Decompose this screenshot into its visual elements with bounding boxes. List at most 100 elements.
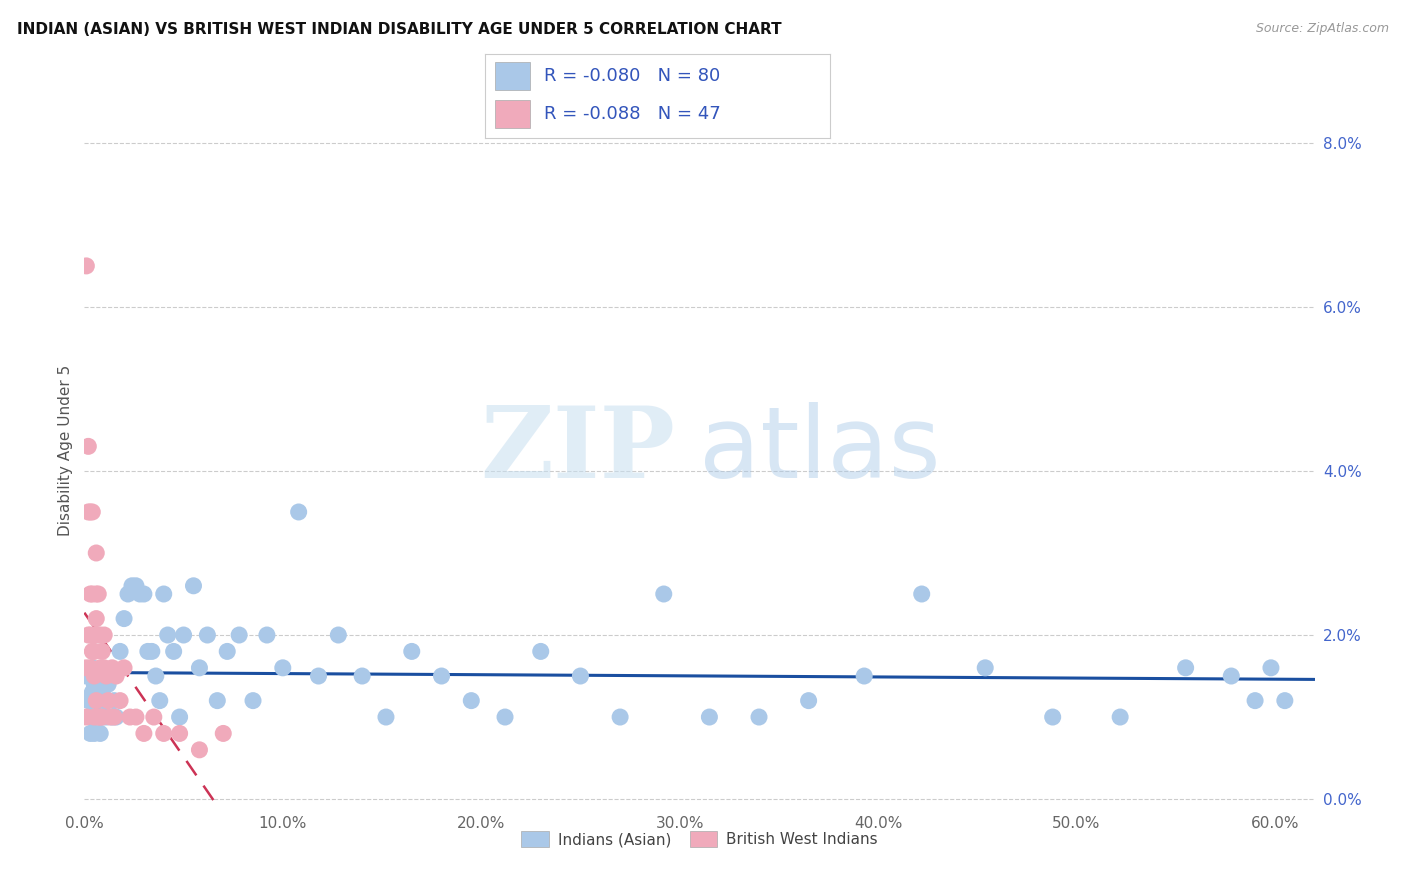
Point <box>287 505 309 519</box>
Point <box>83 677 105 691</box>
Point <box>141 644 163 658</box>
Point <box>89 710 111 724</box>
Point <box>79 693 101 707</box>
Point <box>748 710 770 724</box>
Y-axis label: Disability Age Under 5: Disability Age Under 5 <box>58 365 73 536</box>
Point <box>101 661 124 675</box>
Point <box>188 743 211 757</box>
Point <box>93 661 115 675</box>
Point <box>83 644 105 658</box>
Point <box>1109 710 1132 724</box>
Point <box>156 628 179 642</box>
Point <box>105 710 128 724</box>
Text: INDIAN (ASIAN) VS BRITISH WEST INDIAN DISABILITY AGE UNDER 5 CORRELATION CHART: INDIAN (ASIAN) VS BRITISH WEST INDIAN DI… <box>17 22 782 37</box>
Point <box>84 693 107 707</box>
Point <box>98 669 121 683</box>
Point <box>87 587 110 601</box>
Text: atlas: atlas <box>700 402 941 499</box>
Point <box>609 710 631 724</box>
Point <box>569 669 592 683</box>
Point <box>79 661 101 675</box>
Point <box>75 661 97 675</box>
Point <box>108 644 131 658</box>
Point <box>1174 661 1197 675</box>
Point <box>152 587 174 601</box>
Point <box>1220 669 1243 683</box>
Point <box>93 628 115 642</box>
Point <box>93 693 115 707</box>
Point <box>105 669 128 683</box>
Point <box>911 587 934 601</box>
Point <box>308 669 330 683</box>
Point <box>271 661 294 675</box>
Point <box>79 505 101 519</box>
Point <box>173 628 195 642</box>
Point <box>117 587 139 601</box>
Point <box>118 710 141 724</box>
Point <box>149 693 172 707</box>
Point <box>460 693 482 707</box>
Point <box>87 669 110 683</box>
Point <box>77 669 100 683</box>
Point <box>87 710 110 724</box>
Point <box>112 661 135 675</box>
Point <box>136 644 159 658</box>
Point <box>97 677 120 691</box>
Point <box>82 661 104 675</box>
Point <box>1042 710 1064 724</box>
Point <box>169 726 191 740</box>
Point <box>1244 693 1267 707</box>
Point <box>87 628 110 642</box>
Point <box>93 669 115 683</box>
Point <box>82 644 104 658</box>
Point <box>112 612 135 626</box>
Point <box>242 693 264 707</box>
Point <box>83 669 105 683</box>
Point <box>797 693 820 707</box>
Point <box>83 726 105 740</box>
Point <box>82 685 104 699</box>
Point <box>77 439 100 453</box>
Point <box>125 710 148 724</box>
Point <box>328 628 350 642</box>
Point <box>352 669 374 683</box>
Point <box>89 661 111 675</box>
Point <box>101 710 124 724</box>
Point <box>375 710 398 724</box>
Point <box>91 710 114 724</box>
Legend: Indians (Asian), British West Indians: Indians (Asian), British West Indians <box>515 825 884 853</box>
Point <box>77 693 100 707</box>
Point <box>125 579 148 593</box>
Point <box>82 710 104 724</box>
Bar <box>495 62 530 90</box>
Point <box>77 628 100 642</box>
Point <box>228 628 250 642</box>
Point <box>79 587 101 601</box>
Point <box>96 669 118 683</box>
Point <box>83 710 105 724</box>
Point <box>207 693 229 707</box>
Point <box>84 693 107 707</box>
Point <box>79 710 101 724</box>
Point <box>84 546 107 560</box>
Point <box>84 587 107 601</box>
Point <box>853 669 876 683</box>
Point <box>82 505 104 519</box>
Point <box>91 710 114 724</box>
Point <box>183 579 205 593</box>
Point <box>152 726 174 740</box>
Point <box>96 710 118 724</box>
Point <box>530 644 553 658</box>
Point <box>83 628 105 642</box>
Point <box>256 628 278 642</box>
Point <box>974 661 997 675</box>
Point <box>79 726 101 740</box>
Point <box>79 628 101 642</box>
Point <box>77 505 100 519</box>
Text: R = -0.080   N = 80: R = -0.080 N = 80 <box>544 67 720 85</box>
Point <box>1260 661 1282 675</box>
Point <box>652 587 675 601</box>
Point <box>212 726 235 740</box>
Point <box>75 669 97 683</box>
Point <box>84 710 107 724</box>
